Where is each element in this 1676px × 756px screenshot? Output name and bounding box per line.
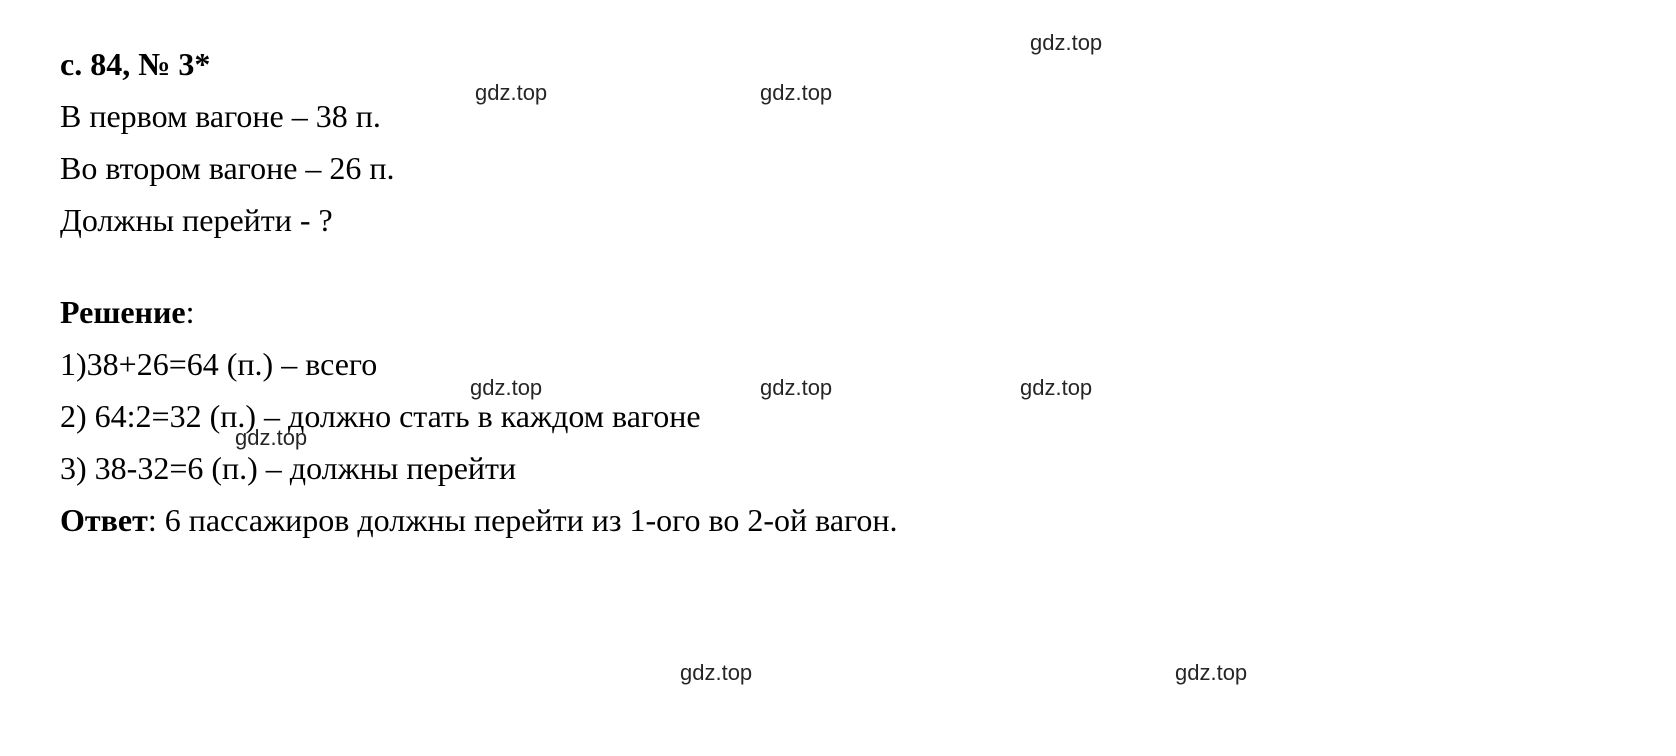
watermark: gdz.top xyxy=(680,660,752,686)
solution-label: Решение xyxy=(60,294,186,330)
answer-text: : 6 пассажиров должны перейти из 1-ого в… xyxy=(148,502,898,538)
solution-header: Решение: xyxy=(60,288,1616,336)
answer-line: Ответ: 6 пассажиров должны перейти из 1-… xyxy=(60,496,1616,544)
problem-header: с. 84, № 3* xyxy=(60,40,1616,88)
document-content: с. 84, № 3* В первом вагоне – 38 п. Во в… xyxy=(60,40,1616,544)
problem-line-2: Во втором вагоне – 26 п. xyxy=(60,144,1616,192)
solution-step-2: 2) 64:2=32 (п.) – должно стать в каждом … xyxy=(60,392,1616,440)
solution-step-3: 3) 38-32=6 (п.) – должны перейти xyxy=(60,444,1616,492)
section-separator xyxy=(60,248,1616,288)
problem-reference: с. 84, № 3* xyxy=(60,46,210,82)
problem-line-1: В первом вагоне – 38 п. xyxy=(60,92,1616,140)
solution-colon: : xyxy=(186,294,195,330)
answer-label: Ответ xyxy=(60,502,148,538)
solution-step-1: 1)38+26=64 (п.) – всего xyxy=(60,340,1616,388)
problem-line-3: Должны перейти - ? xyxy=(60,196,1616,244)
watermark: gdz.top xyxy=(1175,660,1247,686)
